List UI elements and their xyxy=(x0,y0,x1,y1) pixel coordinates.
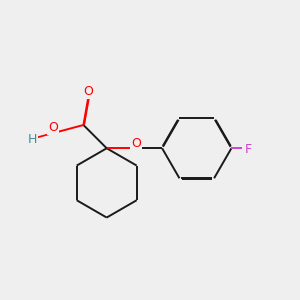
Text: O: O xyxy=(84,85,94,98)
Text: O: O xyxy=(48,122,58,134)
Text: F: F xyxy=(245,143,252,156)
Text: H: H xyxy=(28,133,37,146)
Text: O: O xyxy=(131,137,141,150)
